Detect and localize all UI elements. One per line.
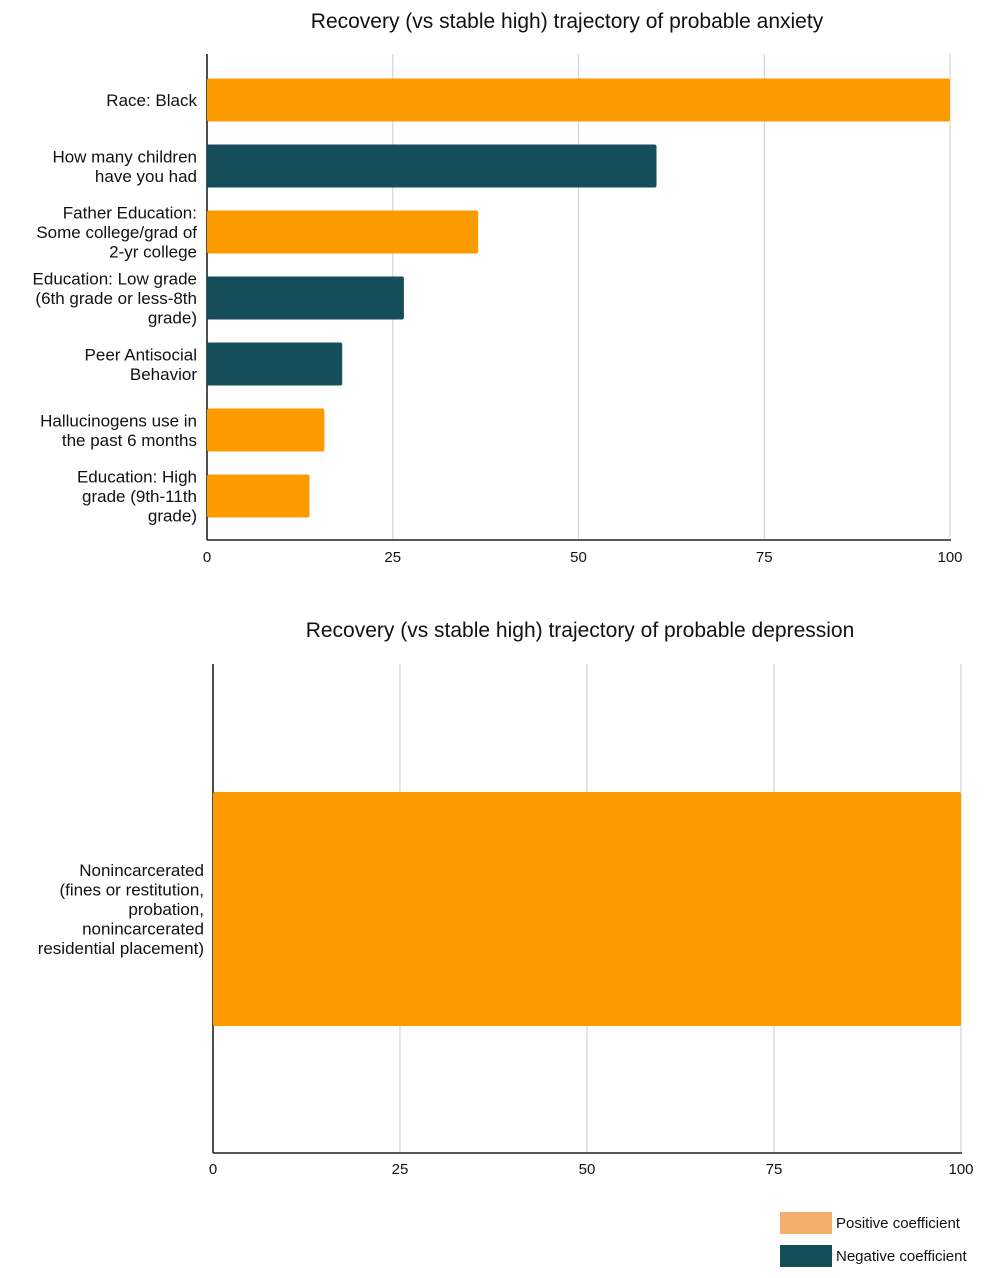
legend-item-positive: Positive coefficient — [780, 1212, 985, 1234]
legend-swatch-negative — [780, 1245, 832, 1267]
anxiety-category-label: Hallucinogens use in the past 6 months — [40, 411, 197, 450]
anxiety-category-label: Father Education: Some college/grad of 2-y… — [36, 204, 197, 262]
anxiety-bar — [207, 474, 310, 518]
anxiety-bar — [207, 408, 325, 452]
legend-label-negative: Negative coefficient — [836, 1247, 967, 1265]
legend-item-negative: Negative coefficient — [780, 1245, 985, 1267]
anxiety-category-labels: Race: Black How many children have you had… — [33, 91, 198, 526]
anxiety-category-label: Education: Low grade (6th grade or less-8… — [33, 270, 197, 328]
depression-tick-label: 100 — [948, 1161, 973, 1178]
anxiety-tick-labels: 0 25 50 75 100 — [203, 549, 963, 566]
legend-label-positive: Positive coefficient — [836, 1214, 960, 1232]
depression-bars — [213, 792, 961, 1026]
depression-tick-label: 75 — [766, 1161, 783, 1178]
anxiety-tick-label: 50 — [570, 549, 587, 566]
legend-swatch-positive — [780, 1212, 832, 1234]
anxiety-tick-label: 0 — [203, 549, 211, 566]
depression-category-labels: Nonincarcerated (fines or restitution, pro… — [38, 861, 204, 958]
anxiety-bar — [207, 342, 343, 386]
legend: Positive coefficient Negative coefficien… — [780, 1212, 985, 1278]
anxiety-bars — [207, 78, 950, 518]
depression-chart: Recovery (vs stable high) trajectory of … — [38, 619, 974, 1178]
anxiety-bar — [207, 78, 950, 122]
anxiety-tick-label: 75 — [756, 549, 773, 566]
depression-tick-label: 50 — [579, 1161, 596, 1178]
anxiety-category-label: Peer Antisocial Behavior — [85, 345, 198, 384]
anxiety-bar — [207, 276, 404, 320]
anxiety-bar — [207, 144, 657, 188]
anxiety-category-label: How many children have you had — [52, 147, 197, 186]
depression-bar — [213, 792, 961, 1026]
depression-tick-label: 25 — [392, 1161, 409, 1178]
anxiety-tick-label: 25 — [384, 549, 401, 566]
anxiety-chart: Recovery (vs stable high) trajectory of … — [33, 10, 963, 566]
depression-tick-labels: 0 25 50 75 100 — [209, 1161, 974, 1178]
depression-chart-title: Recovery (vs stable high) trajectory of … — [306, 619, 855, 642]
depression-category-label: Nonincarcerated (fines or restitution, pro… — [38, 861, 204, 958]
anxiety-bar — [207, 210, 479, 254]
anxiety-tick-label: 100 — [937, 549, 962, 566]
anxiety-category-label: Education: High grade (9th-11th grade) — [77, 468, 197, 526]
depression-tick-label: 0 — [209, 1161, 217, 1178]
anxiety-category-label: Race: Black — [106, 91, 197, 110]
anxiety-chart-title: Recovery (vs stable high) trajectory of … — [311, 10, 824, 33]
